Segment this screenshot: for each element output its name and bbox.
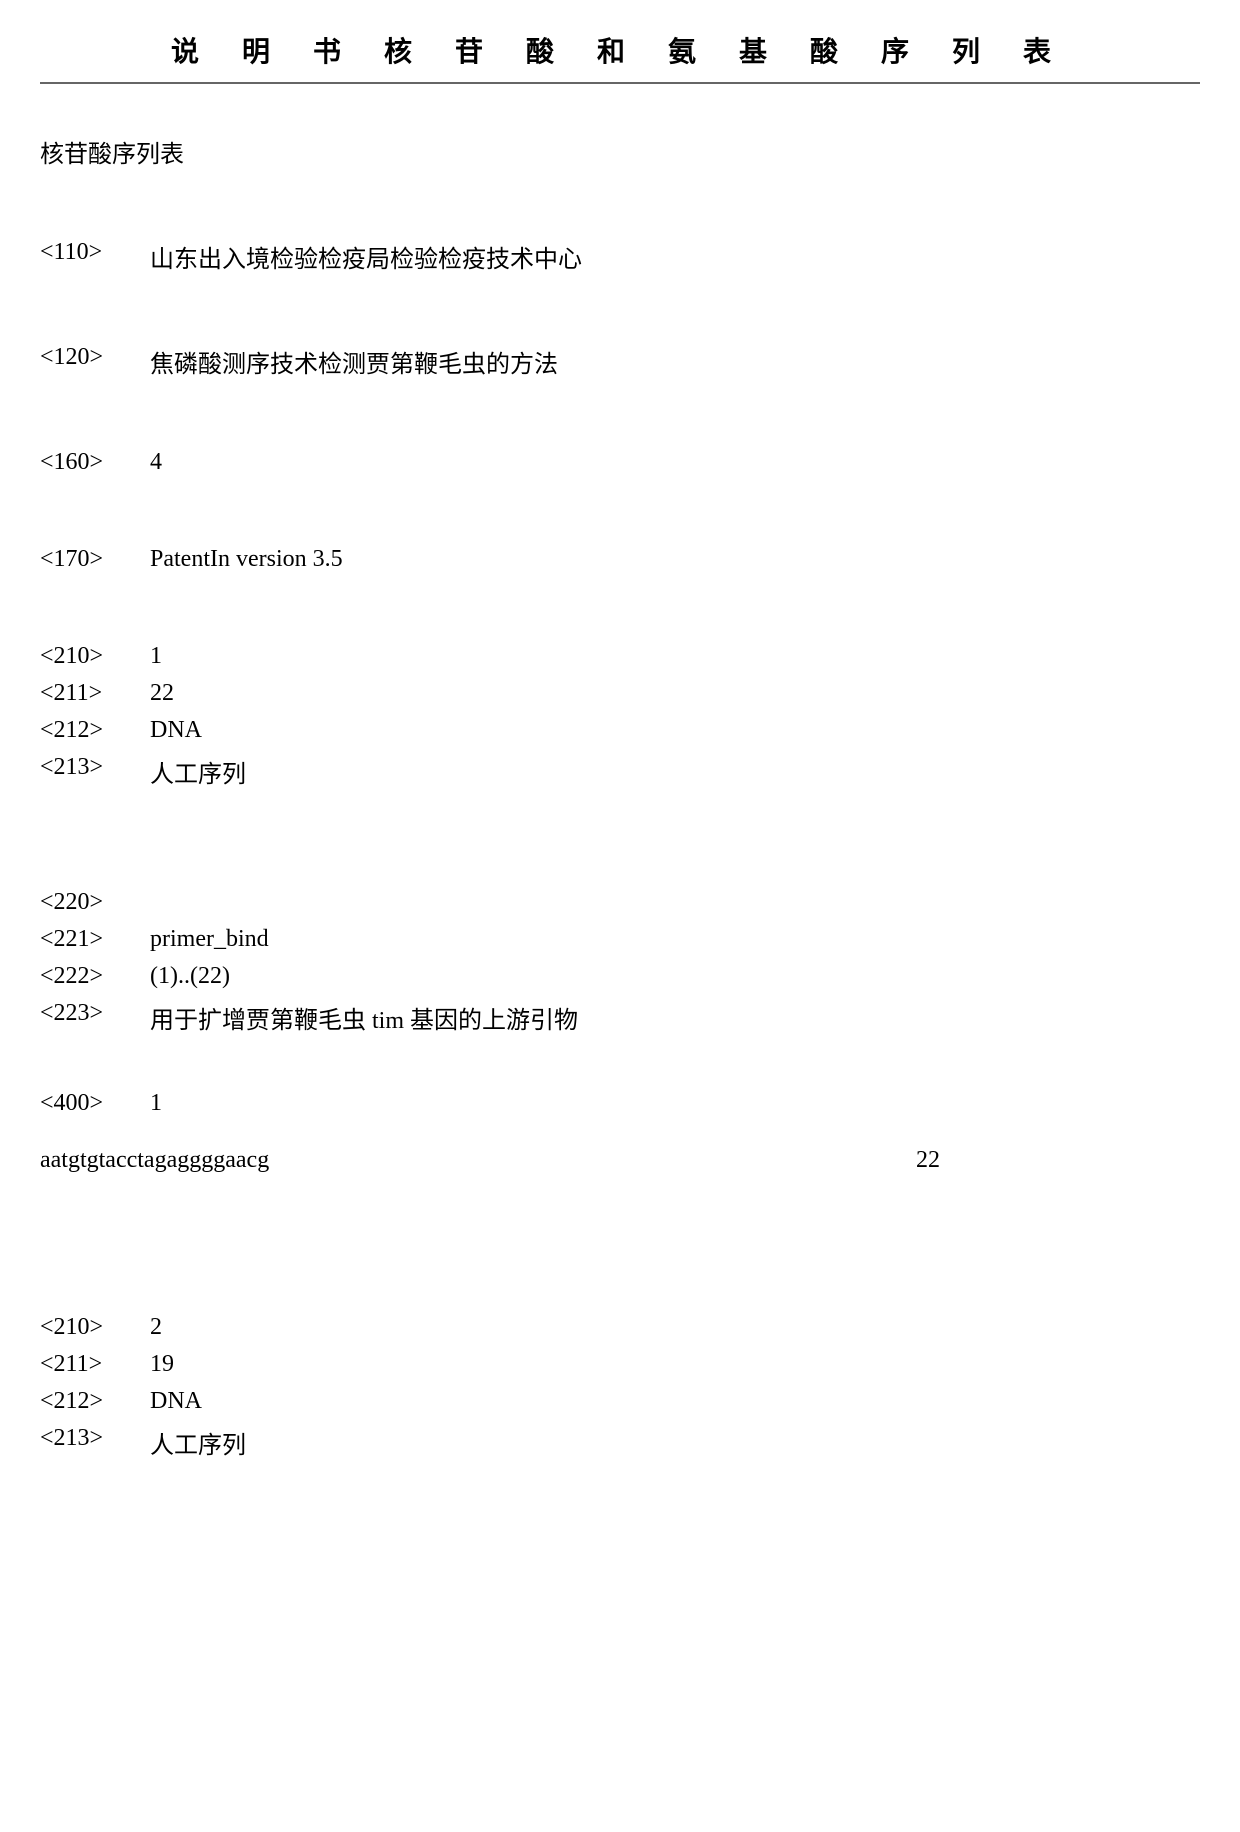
seq1-value-212: DNA bbox=[150, 717, 1200, 744]
seq1-tag-222: <222> bbox=[40, 963, 150, 990]
entry-170: <170> PatentIn version 3.5 bbox=[40, 546, 1200, 573]
value-170: PatentIn version 3.5 bbox=[150, 546, 1200, 573]
value-160: 4 bbox=[150, 449, 1200, 476]
seq2-value-213: 人工序列 bbox=[150, 1425, 1200, 1460]
page-title: 说 明 书 核 苷 酸 和 氨 基 酸 序 列 表 bbox=[40, 30, 1200, 84]
tag-170: <170> bbox=[40, 546, 150, 573]
seq2-entry-212: <212> DNA bbox=[40, 1388, 1200, 1415]
section-subtitle: 核苷酸序列表 bbox=[40, 134, 1200, 169]
seq1-tag-213: <213> bbox=[40, 754, 150, 789]
seq1-entry-210: <210> 1 bbox=[40, 643, 1200, 670]
seq2-tag-211: <211> bbox=[40, 1351, 150, 1378]
seq1-value-220 bbox=[150, 889, 1200, 916]
seq2-value-212: DNA bbox=[150, 1388, 1200, 1415]
seq1-tag-220: <220> bbox=[40, 889, 150, 916]
seq2-tag-212: <212> bbox=[40, 1388, 150, 1415]
seq1-value-223: 用于扩增贾第鞭毛虫 tim 基因的上游引物 bbox=[150, 1000, 1200, 1035]
seq1-sequence: aatgtgtacctagaggggaacg bbox=[40, 1147, 269, 1174]
seq1-value-221: primer_bind bbox=[150, 926, 1200, 953]
seq1-entry-221: <221> primer_bind bbox=[40, 926, 1200, 953]
seq1-entry-400: <400> 1 bbox=[40, 1090, 1200, 1117]
value-110: 山东出入境检验检疫局检验检疫技术中心 bbox=[150, 239, 1200, 274]
seq2-entry-211: <211> 19 bbox=[40, 1351, 1200, 1378]
seq1-tag-212: <212> bbox=[40, 717, 150, 744]
entry-110: <110> 山东出入境检验检疫局检验检疫技术中心 bbox=[40, 239, 1200, 274]
seq1-tag-211: <211> bbox=[40, 680, 150, 707]
tag-120: <120> bbox=[40, 344, 150, 379]
seq1-entry-223: <223> 用于扩增贾第鞭毛虫 tim 基因的上游引物 bbox=[40, 1000, 1200, 1035]
seq2-value-210: 2 bbox=[150, 1314, 1200, 1341]
seq1-value-400: 1 bbox=[150, 1090, 1200, 1117]
seq1-value-211: 22 bbox=[150, 680, 1200, 707]
value-120: 焦磷酸测序技术检测贾第鞭毛虫的方法 bbox=[150, 344, 1200, 379]
seq1-entry-211: <211> 22 bbox=[40, 680, 1200, 707]
seq1-entry-212: <212> DNA bbox=[40, 717, 1200, 744]
seq1-sequence-length: 22 bbox=[916, 1147, 1200, 1174]
seq1-tag-221: <221> bbox=[40, 926, 150, 953]
seq1-value-222: (1)..(22) bbox=[150, 963, 1200, 990]
entry-160: <160> 4 bbox=[40, 449, 1200, 476]
seq2-entry-210: <210> 2 bbox=[40, 1314, 1200, 1341]
seq2-value-211: 19 bbox=[150, 1351, 1200, 1378]
tag-160: <160> bbox=[40, 449, 150, 476]
seq1-entry-213: <213> 人工序列 bbox=[40, 754, 1200, 789]
tag-110: <110> bbox=[40, 239, 150, 274]
seq2-entry-213: <213> 人工序列 bbox=[40, 1425, 1200, 1460]
seq2-tag-213: <213> bbox=[40, 1425, 150, 1460]
seq1-sequence-row: aatgtgtacctagaggggaacg 22 bbox=[40, 1147, 1200, 1174]
seq1-tag-223: <223> bbox=[40, 1000, 150, 1035]
entry-120: <120> 焦磷酸测序技术检测贾第鞭毛虫的方法 bbox=[40, 344, 1200, 379]
seq1-entry-220: <220> bbox=[40, 889, 1200, 916]
seq1-tag-210: <210> bbox=[40, 643, 150, 670]
seq1-tag-400: <400> bbox=[40, 1090, 150, 1117]
seq1-value-210: 1 bbox=[150, 643, 1200, 670]
seq1-value-213: 人工序列 bbox=[150, 754, 1200, 789]
seq2-tag-210: <210> bbox=[40, 1314, 150, 1341]
seq1-entry-222: <222> (1)..(22) bbox=[40, 963, 1200, 990]
